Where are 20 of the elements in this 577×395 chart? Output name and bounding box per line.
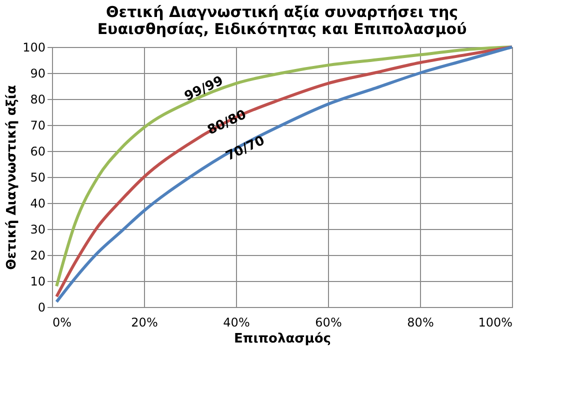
x-tick-label: 60% [315, 316, 342, 330]
y-tick-label: 70 [30, 118, 46, 132]
y-tick-label: 30 [30, 222, 46, 236]
y-tick-label: 60 [30, 144, 46, 158]
x-tick-label: 100% [478, 316, 512, 330]
y-tick-label: 100 [22, 40, 46, 54]
y-tick-label: 20 [30, 248, 46, 262]
x-axis-title: Επιπολασμός [234, 332, 331, 346]
y-tick-label: 40 [30, 196, 46, 210]
y-axis-title: Θετική Διαγνωστική αξία [4, 85, 20, 270]
x-tick-label: 20% [131, 316, 158, 330]
x-tick-label: 80% [407, 316, 434, 330]
chart-title: Θετική Διαγνωστική αξία συναρτήσει της Ευαισθησίας, Ειδικότητας και Επιπολασμού [97, 3, 467, 38]
y-tick-label: 10 [30, 274, 46, 288]
y-tick-label: 90 [30, 66, 46, 80]
y-tick-label: 80 [30, 92, 46, 106]
y-tick-label: 0 [38, 300, 46, 314]
y-tick-label: 50 [30, 170, 46, 184]
x-tick-label: 0% [52, 316, 72, 330]
x-tick-label: 40% [223, 316, 250, 330]
